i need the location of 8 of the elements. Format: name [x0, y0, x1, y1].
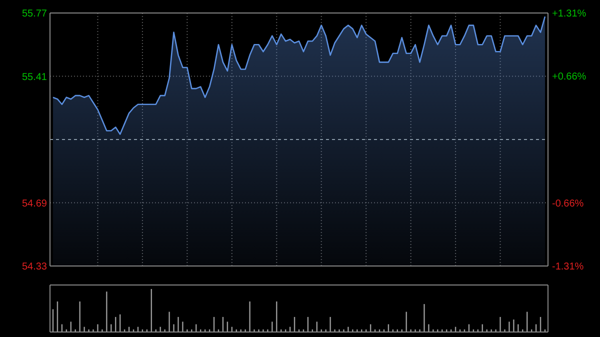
y-tick-label: 55.41	[22, 72, 48, 83]
y2-tick-label: +1.31%	[552, 8, 586, 20]
y-tick-label: 54.69	[22, 198, 48, 210]
y2-tick-label: -1.31%	[552, 262, 584, 272]
y-tick-label: 54.33	[22, 262, 48, 272]
y-tick-label: 55.77	[22, 8, 48, 20]
y2-tick-label: +0.66%	[552, 71, 586, 82]
y2-tick-label: -0.66%	[552, 198, 584, 210]
